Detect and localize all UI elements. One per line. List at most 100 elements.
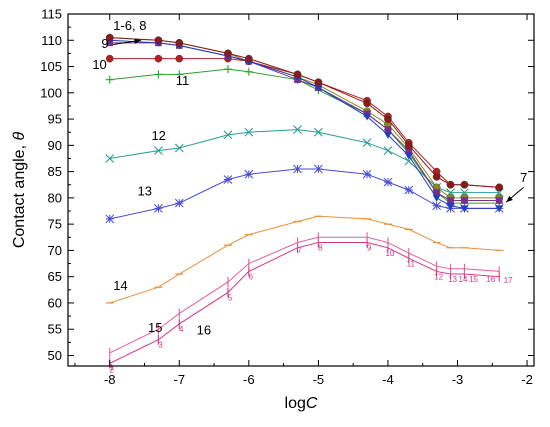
series-line [109,168,500,220]
data-point [404,156,414,166]
y-tick-label: 75 [48,217,62,232]
data-point [314,84,323,92]
series-9 [106,39,503,204]
y-tick-label: 50 [48,348,62,363]
point-number-label: 3 [158,341,163,350]
point-number-label: 13 [448,275,457,284]
data-point [363,99,371,108]
data-point [404,185,414,195]
curve-label: 15 [148,320,162,335]
y-tick-label: 70 [48,243,62,258]
y-tick-label: 65 [48,269,62,284]
data-point [175,70,184,79]
data-point [174,143,184,153]
data-point [154,36,163,45]
data-point [223,175,233,184]
series-line [109,37,500,188]
y-tick-label: 100 [40,85,62,100]
y-axis-label: Contact angle, θ [11,132,28,249]
series-line [109,242,500,364]
data-point [384,126,392,133]
curve-label: 11 [176,73,190,88]
data-point [446,180,455,189]
data-point [293,164,302,174]
curve-label: 16 [197,322,211,337]
point-number-label: 1 [110,363,115,372]
point-number-label: 2 [110,365,115,374]
y-tick-label: 60 [48,295,62,310]
series-line [109,68,500,204]
series-1-6-8 [105,33,504,192]
curve-label: 14 [113,278,127,293]
data-point [154,146,163,155]
axes-group: -8 -7 -6 -5 -4 -3 -250556065707580859095100105… [40,7,535,387]
data-point [293,70,302,79]
series-10 [105,54,504,192]
data-point [363,113,372,121]
data-point [383,177,393,187]
data-point [384,115,392,123]
data-point [495,205,504,213]
point-number-label: 9 [367,244,372,253]
data-point [432,173,441,181]
data-point [223,130,233,140]
y-tick-label: 105 [40,59,62,74]
data-point [293,125,302,134]
data-point [244,127,254,137]
point-number-label: 11 [407,259,416,268]
data-point [314,78,323,87]
data-point [245,54,253,63]
data-point [460,205,469,213]
curve-label: 9 [101,36,108,51]
point-number-label: 6 [249,272,254,281]
data-point [446,202,455,210]
x-tick-label: -5 [313,372,325,387]
series-line [109,215,500,304]
x-tick-label: -7 [174,372,186,387]
y-tick-label: 85 [48,164,62,179]
series-13 [105,164,504,224]
data-point [495,197,503,204]
series-line [109,39,500,209]
x-tick-label: -2 [521,372,533,387]
data-point [313,127,323,137]
data-point [314,164,323,174]
x-tick-label: -3 [452,372,464,387]
data-point [461,197,468,204]
data-point [405,141,413,150]
annotation-arrow-head [506,195,513,203]
curve-label: 1-6, 8 [113,18,146,33]
data-point [244,67,253,76]
curve-label: 12 [151,128,165,143]
data-point [105,214,115,224]
point-number-label: 8 [318,244,323,253]
series-group [105,33,504,369]
data-point [154,70,163,79]
data-point [383,131,392,139]
y-tick-label: 90 [48,138,62,153]
curve-label: 13 [138,183,152,198]
data-point [432,194,441,202]
y-tick-label: 115 [41,7,62,22]
y-tick-label: 95 [48,112,62,127]
point-number-label: 16 [486,275,495,284]
series-line [109,37,500,199]
point-number-label: 12 [434,272,443,281]
data-point [433,189,440,196]
y-tick-label: 55 [48,322,62,337]
point-number-label: 4 [179,325,184,334]
series-line [109,58,500,188]
series-unlabeled [105,33,504,202]
series-line [109,129,500,194]
data-point [105,154,115,163]
data-point [460,180,469,189]
point-number-label: 10 [385,249,394,258]
curve-label: 7 [520,170,527,185]
data-point [362,138,372,148]
data-point [105,75,114,84]
series-16 [109,237,500,369]
data-point [495,183,504,192]
